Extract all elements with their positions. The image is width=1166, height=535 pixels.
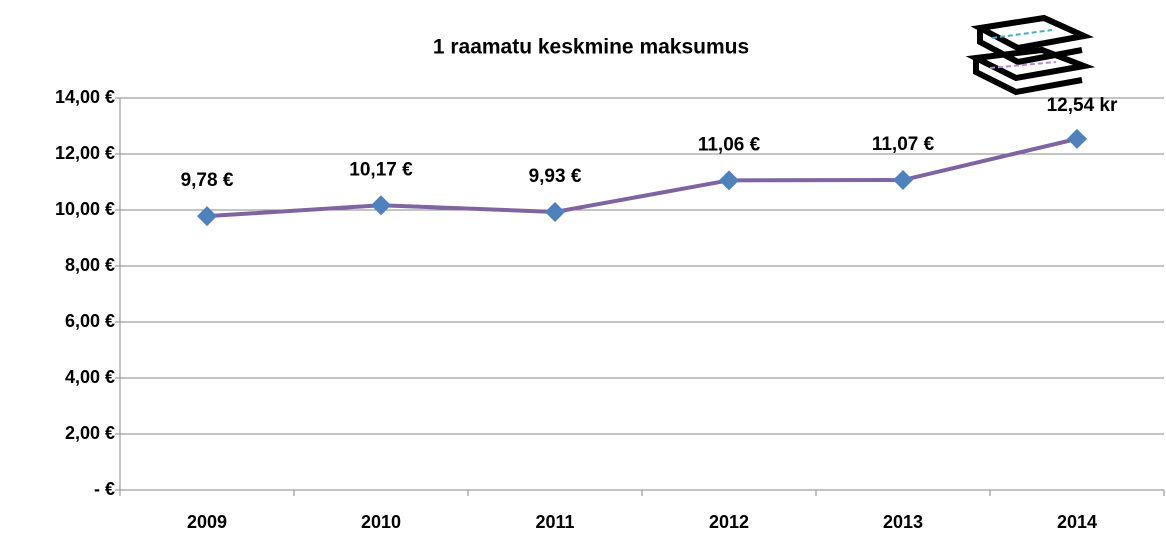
y-tick-label: 8,00 € [65, 255, 115, 275]
marker [545, 202, 565, 222]
marker [719, 170, 739, 190]
y-tick-label: 6,00 € [65, 311, 115, 331]
marker [893, 170, 913, 190]
chart: 1 raamatu keskmine maksumus - € 2,00 € 4,0… [0, 0, 1166, 535]
x-tick-label: 2010 [361, 512, 401, 532]
x-tick-label: 2013 [883, 512, 923, 532]
value-label: 12,54 kr [1047, 95, 1118, 116]
value-label: 11,07 € [872, 134, 935, 155]
y-tick-label: 10,00 € [55, 199, 115, 219]
value-label: 9,78 € [181, 170, 234, 191]
marker [197, 206, 217, 226]
y-tick-label: 14,00 € [55, 87, 115, 107]
x-tick-label: 2009 [187, 512, 227, 532]
value-label: 9,93 € [529, 166, 582, 187]
book-icon [976, 18, 1084, 92]
y-tick-label: 4,00 € [65, 367, 115, 387]
value-label: 11,06 € [698, 134, 761, 155]
value-label: 10,17 € [349, 159, 413, 180]
page: 1 raamatu keskmine maksumus - € 2,00 € 4,0… [0, 0, 1166, 535]
marker [1067, 129, 1087, 149]
y-tick-label: 12,00 € [55, 143, 115, 163]
y-tick-label: 2,00 € [65, 423, 115, 443]
line [207, 139, 1077, 216]
x-tick-label: 2011 [535, 512, 574, 532]
x-tick-label: 2014 [1057, 512, 1097, 532]
marker [371, 195, 391, 215]
x-tick-label: 2012 [709, 512, 749, 532]
y-tick-label: - € [94, 479, 115, 499]
chart-title: 1 raamatu keskmine maksumus [433, 36, 749, 59]
